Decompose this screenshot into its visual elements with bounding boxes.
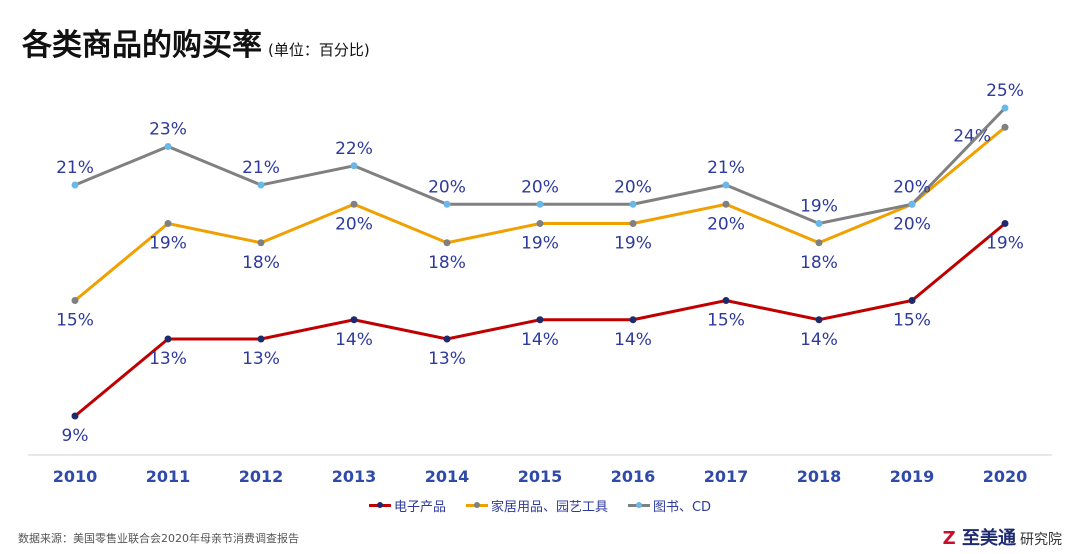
legend-item: 家居用品、园艺工具 [465, 496, 608, 515]
x-tick-label: 2012 [239, 467, 284, 486]
data-point [350, 316, 358, 324]
x-tick-label: 2017 [704, 467, 749, 486]
data-label: 18% [242, 253, 280, 273]
data-point [257, 181, 265, 189]
data-label: 21% [707, 158, 745, 178]
data-label: 13% [242, 349, 280, 369]
data-label: 19% [800, 197, 838, 217]
logo-name: 至美通 [962, 528, 1016, 549]
data-point [164, 335, 172, 343]
legend-swatch-icon [368, 502, 391, 508]
chart-title: 各类商品的购买率 (单位：百分比) [22, 20, 370, 64]
data-point [443, 335, 451, 343]
legend-swatch-icon [627, 502, 650, 508]
data-label: 14% [335, 330, 373, 350]
data-point [629, 316, 637, 324]
data-point [722, 181, 730, 189]
data-label: 14% [800, 330, 838, 350]
data-label: 20% [893, 177, 931, 197]
unit-label: (单位：百分比) [268, 41, 370, 59]
data-label: 20% [893, 214, 931, 234]
data-point [908, 200, 916, 208]
data-label: 14% [521, 330, 559, 350]
data-label: 14% [614, 330, 652, 350]
data-label: 21% [242, 158, 280, 178]
data-label: 18% [428, 253, 466, 273]
data-point [722, 200, 730, 208]
data-point [815, 220, 823, 227]
data-point [71, 412, 79, 420]
data-point [536, 316, 544, 324]
data-point [722, 297, 730, 304]
legend-item: 电子产品 [368, 496, 446, 515]
data-point [536, 200, 544, 208]
logo-suffix: 研究院 [1020, 532, 1062, 548]
data-label: 15% [707, 311, 745, 331]
data-label: 9% [62, 426, 89, 446]
data-point [164, 143, 172, 150]
legend-swatch-icon [465, 502, 488, 508]
source-note: 数据来源：美国零售业联合会2020年母亲节消费调查报告 [18, 532, 299, 545]
data-point [908, 297, 916, 304]
logo: Z 至美通 研究院 [943, 524, 1062, 550]
data-label: 20% [521, 177, 559, 197]
data-point [71, 297, 79, 304]
title-text: 各类商品的购买率 [22, 28, 262, 63]
logo-mark-icon: Z [942, 528, 956, 549]
data-label: 19% [614, 234, 652, 254]
data-label: 20% [335, 214, 373, 234]
x-tick-label: 2020 [983, 467, 1028, 486]
x-tick-label: 2010 [53, 467, 98, 486]
data-point [350, 200, 358, 208]
x-tick-label: 2018 [797, 467, 842, 486]
data-point [1001, 104, 1009, 112]
data-point [443, 239, 451, 247]
legend-label: 图书、CD [652, 500, 712, 515]
x-tick-label: 2011 [146, 467, 191, 486]
data-point [350, 162, 358, 170]
data-label: 13% [149, 349, 187, 369]
data-point [443, 200, 451, 208]
data-point [71, 181, 79, 189]
data-point [629, 220, 637, 227]
data-label: 22% [335, 139, 373, 159]
data-point [536, 220, 544, 227]
legend-item: 图书、CD [627, 496, 712, 515]
data-point [164, 220, 172, 227]
x-tick-label: 2015 [518, 467, 563, 486]
data-point [1001, 220, 1009, 227]
data-label: 20% [707, 214, 745, 234]
data-label: 19% [149, 234, 187, 254]
data-point [815, 239, 823, 247]
x-tick-label: 2013 [332, 467, 377, 486]
data-point [257, 239, 265, 247]
data-point [1001, 123, 1009, 131]
data-label: 13% [428, 349, 466, 369]
data-label: 23% [149, 120, 187, 140]
data-label: 19% [521, 234, 559, 254]
legend-label: 家居用品、园艺工具 [490, 500, 608, 515]
x-tick-label: 2019 [890, 467, 935, 486]
data-label: 20% [614, 177, 652, 197]
data-point [629, 200, 637, 208]
data-label: 21% [56, 158, 94, 178]
legend-label: 电子产品 [393, 500, 446, 515]
x-tick-label: 2016 [611, 467, 656, 486]
legend: 电子产品 家居用品、园艺工具 图书、CD [0, 496, 1080, 515]
data-point [257, 335, 265, 343]
data-label: 18% [800, 253, 838, 273]
data-label: 25% [986, 81, 1024, 101]
data-label: 20% [428, 177, 466, 197]
data-label: 15% [893, 311, 931, 331]
x-tick-label: 2014 [425, 467, 470, 486]
data-label: 15% [56, 311, 94, 331]
data-label: 19% [986, 234, 1024, 254]
data-point [815, 316, 823, 324]
